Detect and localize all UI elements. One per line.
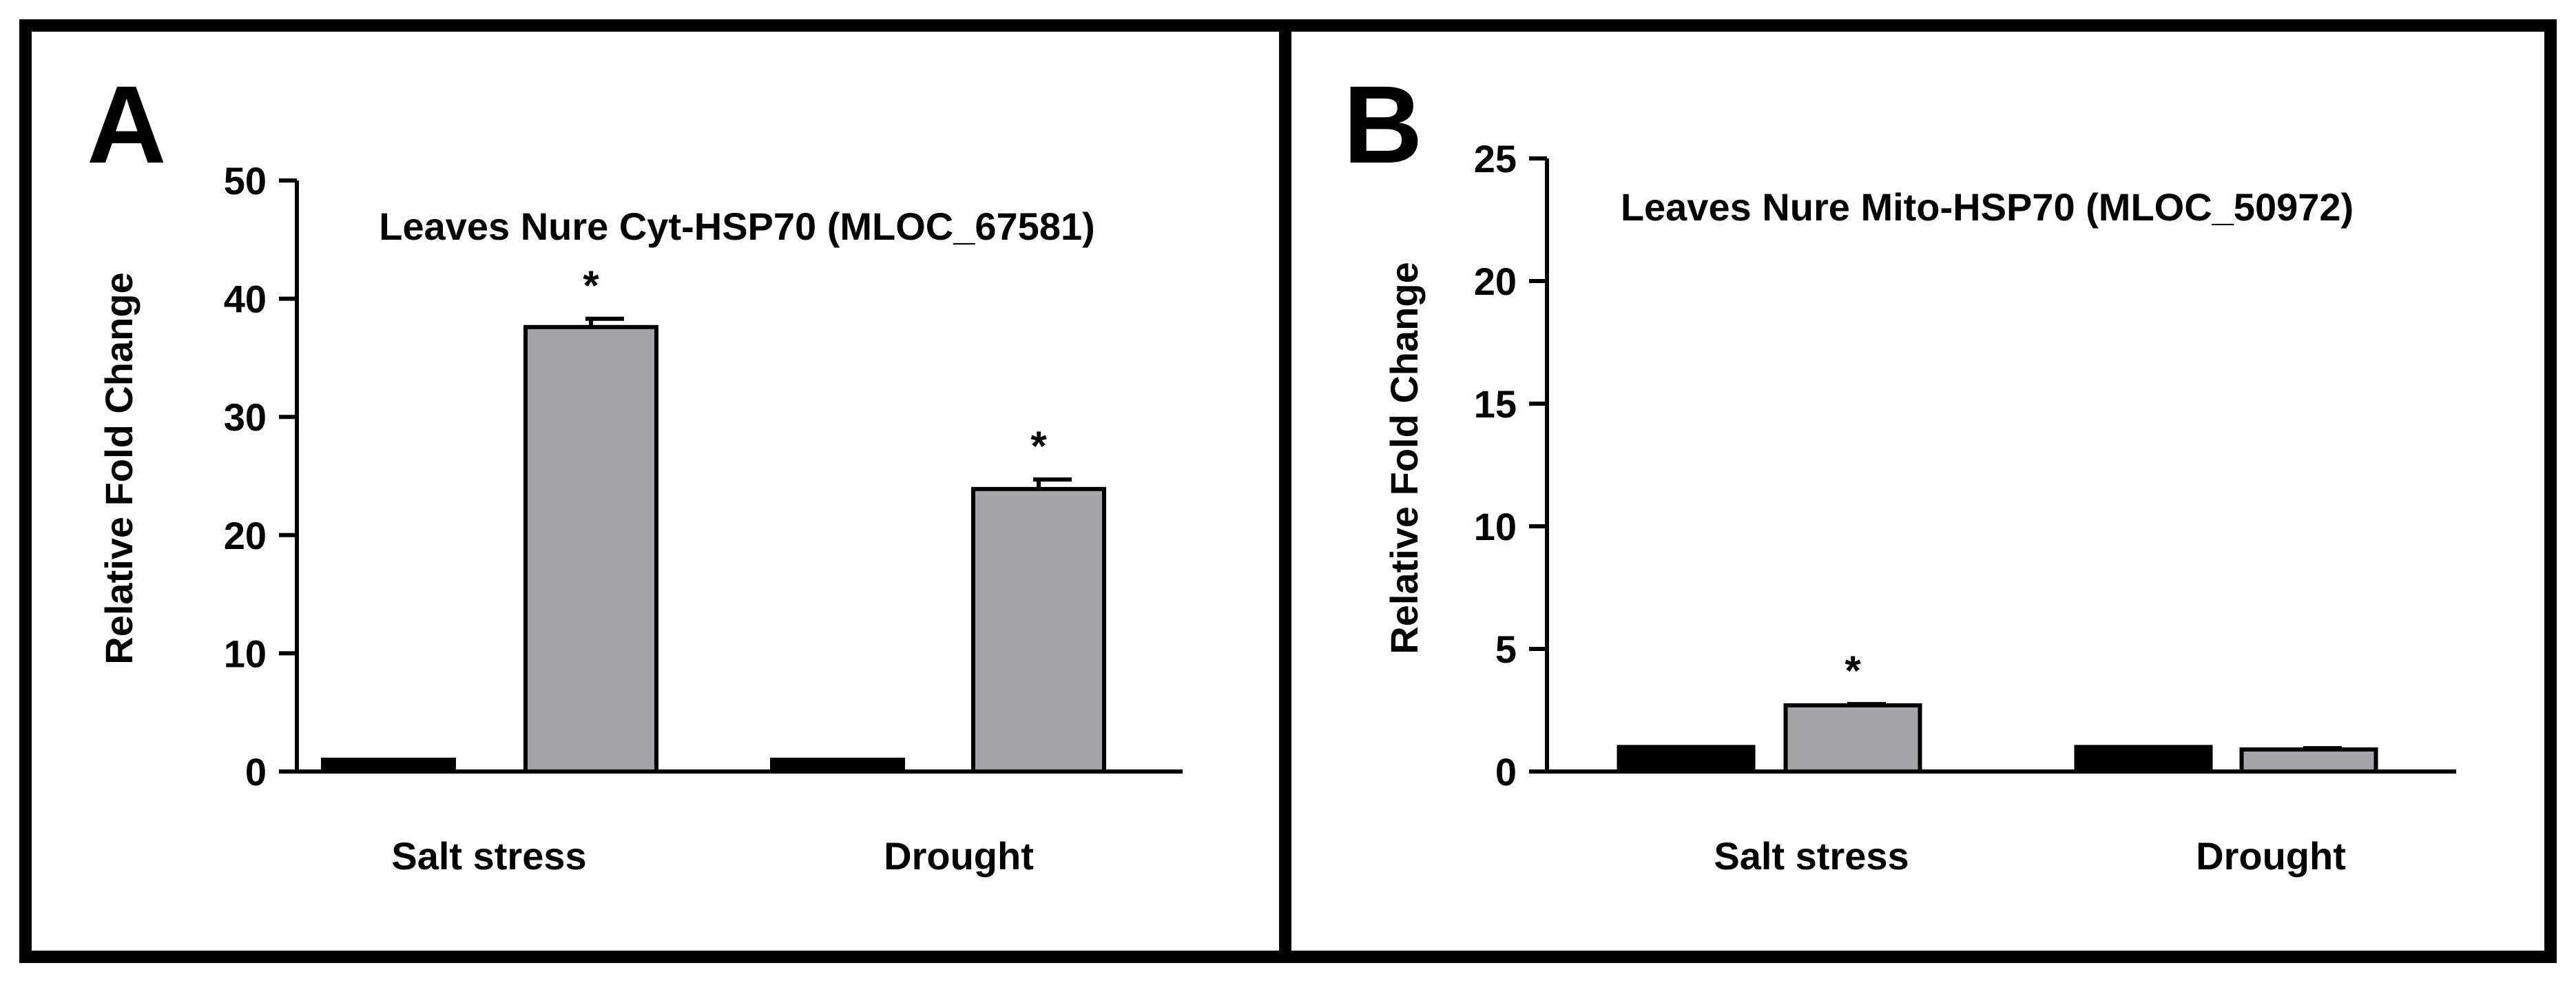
y-axis-label-b: Relative Fold Change [1382,262,1426,654]
bar-control-a [770,757,905,774]
significance-mark-a: * [583,262,599,309]
panel-letter-a: A [87,63,167,186]
chart-title-a: Leaves Nure Cyt-HSP70 (MLOC_67581) [379,205,1095,248]
y-tick-label-a: 20 [224,514,267,557]
bar-control-a [321,757,456,774]
panel-a: A Leaves Nure Cyt-HSP70 (MLOC_67581) Rel… [87,63,1183,878]
y-tick-label-b: 5 [1495,628,1517,671]
bar-treated-b [1783,703,1922,774]
y-tick-label-b: 15 [1474,382,1517,426]
y-tick-label-a: 30 [224,395,267,439]
plot-area-b: 0 5 10 15 20 25 Salt stress Drought * [1474,137,2456,878]
y-tick-label-b: 20 [1474,260,1517,303]
bar-treated-a [971,486,1106,774]
bar-treated-a [523,324,658,774]
y-tick-label-a: 40 [224,278,267,321]
significance-mark-b: * [1845,648,1861,694]
bar-control-b [1617,745,1756,774]
y-tick-label-a: 50 [224,159,267,203]
y-tick-label-a: 0 [245,750,267,794]
y-tick-label-a: 10 [224,632,267,675]
y-axis-label-a: Relative Fold Change [97,272,141,664]
bar-treated-b [2239,747,2378,774]
category-label-b: Salt stress [1714,834,1909,878]
chart-title-b: Leaves Nure Mito-HSP70 (MLOC_50972) [1621,185,2354,229]
y-tick-label-b: 25 [1474,137,1517,180]
plot-area-a: 0 10 20 30 40 50 Salt stress Drought * * [224,159,1183,878]
significance-mark-a: * [1030,423,1047,469]
panel-b: B Leaves Nure Mito-HSP70 (MLOC_50972) Re… [1343,63,2456,878]
category-label-b: Drought [2196,834,2346,878]
y-tick-label-b: 10 [1474,505,1517,548]
panel-letter-b: B [1343,63,1423,186]
bar-control-b [2074,745,2213,774]
y-tick-label-b: 0 [1495,750,1517,794]
category-label-a: Drought [884,834,1034,878]
category-label-a: Salt stress [391,834,586,878]
